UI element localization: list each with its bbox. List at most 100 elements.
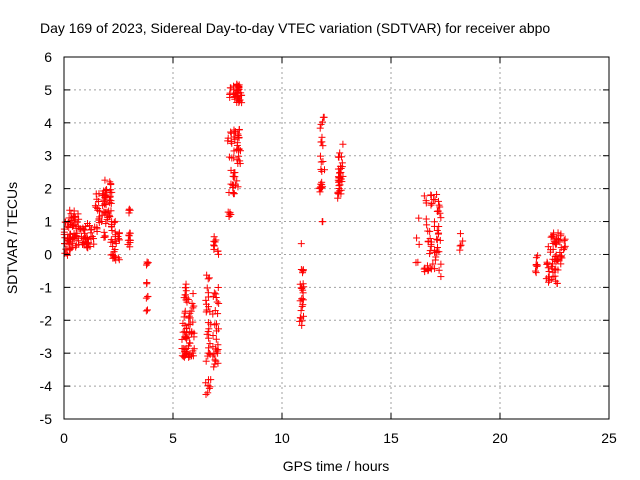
data-point <box>414 258 422 266</box>
data-point <box>102 201 110 209</box>
data-point <box>233 146 241 154</box>
data-point <box>215 250 223 258</box>
data-point <box>233 139 241 147</box>
data-point <box>214 325 222 333</box>
data-point <box>144 292 152 300</box>
data-points <box>60 80 569 398</box>
data-point <box>231 181 239 189</box>
data-point <box>125 205 133 213</box>
data-point <box>227 129 235 137</box>
data-point <box>545 268 553 276</box>
data-point <box>434 197 442 205</box>
y-tick-label: -5 <box>40 411 53 427</box>
x-axis-label: GPS time / hours <box>283 458 390 474</box>
data-point <box>213 320 221 328</box>
data-point <box>431 265 439 273</box>
x-tick-label: 5 <box>169 430 177 446</box>
data-point <box>318 167 326 175</box>
y-tick-label: -3 <box>40 345 53 361</box>
data-point <box>334 153 342 161</box>
data-point <box>298 302 306 310</box>
data-point <box>532 254 540 262</box>
x-tick-label: 20 <box>492 430 508 446</box>
data-point <box>456 230 464 238</box>
grid-lines <box>64 57 609 419</box>
data-point <box>319 142 327 150</box>
data-point <box>316 124 324 132</box>
data-point <box>202 390 210 398</box>
x-tick-labels: 0 5 10 15 20 25 <box>60 430 617 446</box>
data-point <box>205 384 213 392</box>
x-tick-label: 0 <box>60 430 68 446</box>
data-point <box>143 306 151 314</box>
data-point <box>101 233 109 241</box>
data-point <box>101 192 109 200</box>
data-point <box>227 180 235 188</box>
data-point <box>189 352 197 360</box>
data-point <box>210 242 218 250</box>
data-point <box>299 296 307 304</box>
data-point <box>457 241 465 249</box>
data-point <box>111 254 119 262</box>
y-tick-label: 0 <box>44 246 52 262</box>
data-point <box>93 195 101 203</box>
data-point <box>336 149 344 157</box>
data-point <box>190 345 198 353</box>
data-point <box>435 266 443 274</box>
data-point <box>334 165 342 173</box>
data-point <box>532 269 540 277</box>
data-point <box>231 128 239 136</box>
data-point <box>101 176 109 184</box>
data-point <box>319 157 327 165</box>
x-tick-label: 15 <box>383 430 399 446</box>
data-point <box>437 260 445 268</box>
data-point <box>339 140 347 148</box>
x-tick-label: 25 <box>601 430 617 446</box>
data-point <box>180 353 188 361</box>
data-point <box>230 169 238 177</box>
data-point <box>185 312 193 320</box>
data-point <box>86 242 94 250</box>
data-point <box>143 260 151 268</box>
data-point <box>205 334 213 342</box>
data-point <box>434 230 442 238</box>
y-tick-label: -4 <box>40 378 53 394</box>
data-point <box>437 273 445 281</box>
data-point <box>298 295 306 303</box>
data-point <box>142 261 150 269</box>
data-point <box>557 260 565 268</box>
data-point <box>65 214 73 222</box>
data-point <box>429 260 437 268</box>
data-point <box>61 249 69 257</box>
data-point <box>433 247 441 255</box>
data-point <box>143 279 151 287</box>
data-point <box>551 256 559 264</box>
data-point <box>92 203 100 211</box>
data-point <box>180 294 188 302</box>
data-point <box>204 275 212 283</box>
data-point <box>459 237 467 245</box>
data-point <box>561 235 569 243</box>
data-point <box>206 340 214 348</box>
data-point <box>83 233 91 241</box>
data-point <box>549 268 557 276</box>
data-point <box>210 289 218 297</box>
data-point <box>233 177 241 185</box>
data-point <box>81 223 89 231</box>
axis-ticks <box>63 56 610 420</box>
data-point <box>422 215 430 223</box>
data-point <box>189 290 197 298</box>
data-point <box>433 236 441 244</box>
data-point <box>296 317 304 325</box>
data-point <box>317 138 325 146</box>
y-tick-label: 5 <box>44 82 52 98</box>
data-point <box>210 233 218 241</box>
data-point <box>213 298 221 306</box>
data-point <box>235 152 243 160</box>
data-point <box>548 232 556 240</box>
data-point <box>436 236 444 244</box>
data-point <box>210 241 218 249</box>
data-point <box>115 230 123 238</box>
data-point <box>557 244 565 252</box>
data-point <box>75 240 83 248</box>
